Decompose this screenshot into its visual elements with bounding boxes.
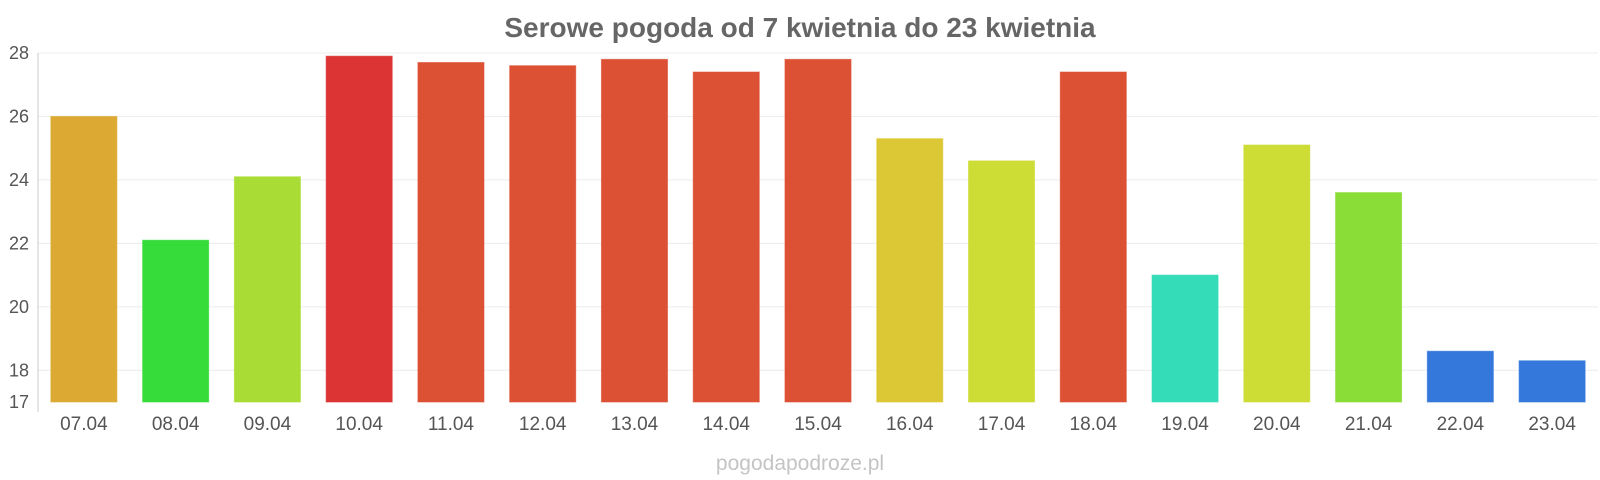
bar-11.04 [417, 62, 485, 403]
y-tick-label: 18 [9, 360, 29, 380]
bar-08.04 [142, 239, 210, 403]
x-tick-label: 19.04 [1161, 414, 1209, 435]
x-tick-label: 20.04 [1253, 414, 1301, 435]
x-tick-label: 11.04 [428, 414, 475, 435]
bar-13.04 [600, 58, 669, 403]
bars [50, 55, 1586, 403]
bar-19.04 [1151, 274, 1219, 403]
chart-title: Serowe pogoda od 7 kwietnia do 23 kwietn… [504, 12, 1096, 43]
bar-20.04 [1243, 144, 1311, 403]
y-axis-ticks: 17 18 20 22 24 26 28 [9, 43, 29, 412]
x-tick-label: 10.04 [335, 414, 383, 435]
y-tick-label: 22 [9, 233, 29, 253]
x-tick-label: 23.04 [1528, 414, 1576, 435]
bar-16.04 [876, 138, 944, 403]
y-tick-label: 24 [9, 170, 29, 190]
watermark: pogodapodroze.pl [716, 452, 884, 475]
bar-18.04 [1059, 71, 1127, 403]
bar-10.04 [325, 55, 393, 403]
x-tick-label: 22.04 [1437, 414, 1485, 435]
y-tick-label: 17 [9, 392, 29, 412]
bar-17.04 [967, 160, 1036, 403]
x-tick-label: 09.04 [244, 414, 292, 435]
bar-21.04 [1335, 192, 1403, 403]
x-axis-ticks: 07.04 08.04 09.04 10.04 11.04 12.04 13.04 14.04… [60, 414, 1576, 435]
bar-14.04 [692, 71, 760, 403]
y-tick-label: 26 [9, 106, 29, 126]
x-tick-label: 16.04 [886, 414, 934, 435]
x-tick-label: 08.04 [152, 414, 200, 435]
x-tick-label: 12.04 [519, 414, 567, 435]
x-tick-label: 14.04 [702, 414, 750, 435]
x-tick-label: 18.04 [1070, 414, 1118, 435]
y-tick-label: 28 [9, 43, 29, 63]
bar-15.04 [784, 58, 852, 403]
x-tick-label: 21.04 [1345, 414, 1393, 435]
bar-09.04 [233, 176, 301, 403]
x-tick-label: 17.04 [978, 414, 1026, 435]
bar-22.04 [1426, 350, 1494, 403]
bar-12.04 [509, 65, 577, 403]
x-tick-label: 07.04 [60, 414, 108, 435]
y-tick-label: 20 [9, 297, 29, 317]
bar-07.04 [50, 115, 118, 403]
x-tick-label: 15.04 [794, 414, 842, 435]
bar-23.04 [1518, 360, 1586, 403]
x-tick-label: 13.04 [611, 414, 659, 435]
